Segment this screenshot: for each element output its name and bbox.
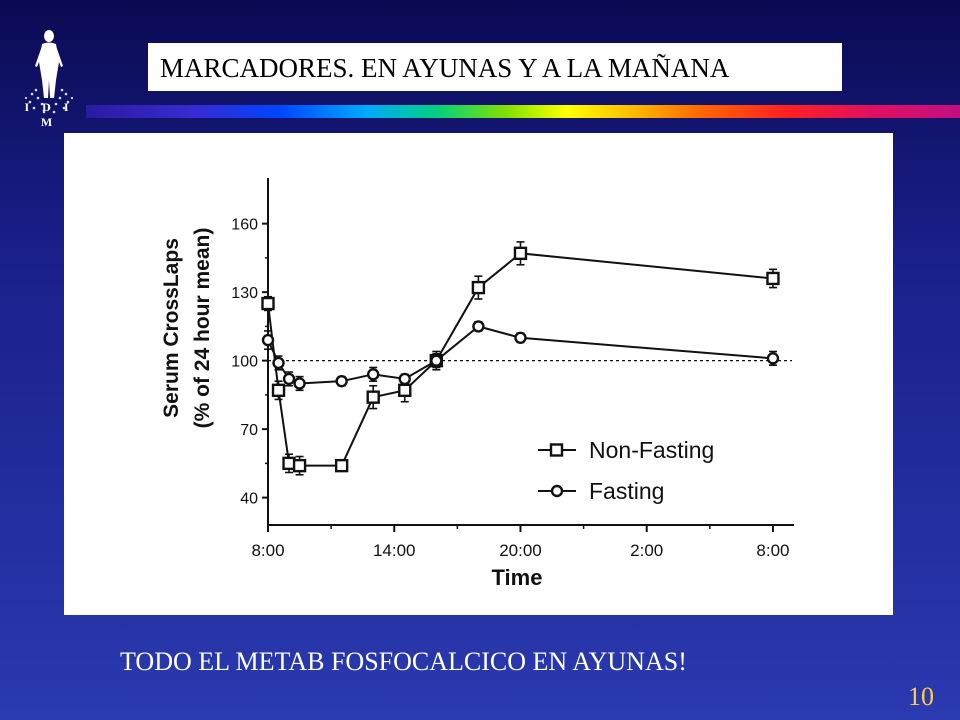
chart-svg: 40 70 100 130 160 8:00 14:00 20:00 2:00 8:00 Non-… <box>160 178 794 590</box>
x-tick-label: 14:00 <box>373 541 416 560</box>
data-point-square <box>513 246 528 261</box>
y-axis-label-line2: (% of 24 hour mean) <box>191 228 214 429</box>
y-axis-label-line1: Serum CrossLaps <box>160 238 183 418</box>
y-tick-label: 70 <box>240 422 258 439</box>
y-tick-label: 100 <box>231 354 258 371</box>
data-point-circle <box>261 333 275 347</box>
data-point-square <box>261 296 275 311</box>
data-point-square <box>334 458 349 473</box>
footer-text: TODO EL METAB FOSFOCALCICO EN AYUNAS! <box>120 647 687 676</box>
data-point-square <box>471 280 486 295</box>
y-tick-label: 160 <box>231 217 258 234</box>
chart-panel: 40 70 100 130 160 8:00 14:00 20:00 2:00 8:00 Non-… <box>64 133 893 615</box>
data-point-circle <box>272 356 285 370</box>
page-number: 10 <box>908 682 934 711</box>
data-point-circle <box>367 368 380 381</box>
data-point-square <box>366 390 380 404</box>
data-point-circle <box>472 320 485 333</box>
data-point-square <box>292 458 307 473</box>
data-point-circle <box>293 377 306 390</box>
x-tick-label: 8:00 <box>756 541 789 560</box>
series-group <box>261 241 780 476</box>
chart-axes: 40 70 100 130 160 8:00 14:00 20:00 2:00 8:00 <box>231 178 794 560</box>
data-point-circle <box>398 372 411 386</box>
data-point-circle <box>766 352 780 365</box>
legend-marker-square <box>549 443 564 457</box>
slide-title: MARCADORES. EN AYUNAS Y A LA MAÑANA <box>148 43 842 91</box>
data-point-square <box>766 271 780 286</box>
data-point-circle <box>514 331 527 345</box>
data-point-circle <box>430 354 443 367</box>
legend-label: Fasting <box>589 478 664 504</box>
chart-legend: Non-Fasting Fasting <box>538 437 714 504</box>
legend-label: Non-Fasting <box>589 437 714 463</box>
human-figure-icon <box>24 30 74 114</box>
data-point-circle <box>282 372 296 386</box>
x-axis-label: Time <box>492 565 543 590</box>
data-point-square <box>398 383 412 398</box>
y-tick-label: 40 <box>240 491 258 508</box>
x-tick-label: 2:00 <box>630 541 663 560</box>
spectrum-bar <box>86 105 960 118</box>
x-tick-label: 20:00 <box>499 541 542 560</box>
x-tick-label: 8:00 <box>251 541 284 560</box>
legend-marker-circle <box>550 484 564 498</box>
data-point-circle <box>335 374 348 388</box>
data-point-square <box>271 383 286 398</box>
series-line-non-fasting <box>267 252 774 467</box>
logo-text: I D I M <box>24 100 74 129</box>
y-tick-label: 130 <box>231 285 258 302</box>
